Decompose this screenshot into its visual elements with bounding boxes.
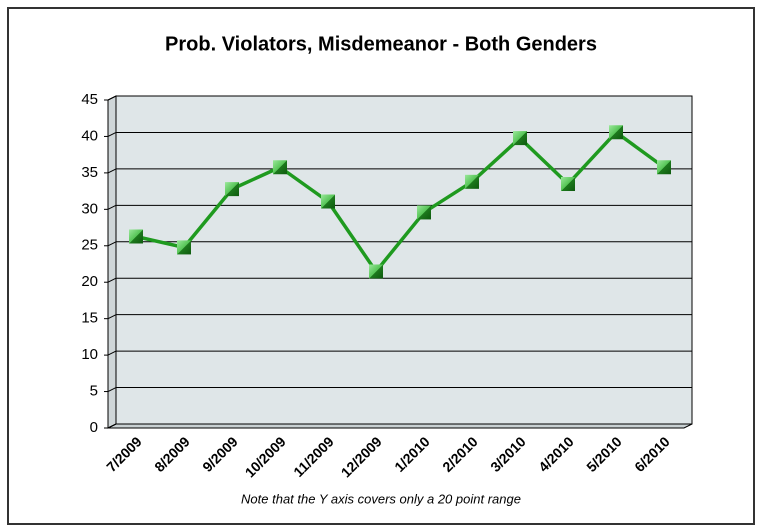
grid-line-side xyxy=(107,95,117,101)
y-tick-label: 10 xyxy=(81,346,98,363)
grid-line-side xyxy=(107,204,117,210)
marker xyxy=(369,264,383,279)
marker xyxy=(177,240,191,255)
plot-floor xyxy=(107,423,693,429)
y-tick-label: 0 xyxy=(90,419,98,436)
chart-title: Prob. Violators, Misdemeanor - Both Gend… xyxy=(165,33,597,55)
series-line xyxy=(135,130,666,274)
marker xyxy=(417,205,431,220)
marker xyxy=(321,194,335,209)
grid-line-side xyxy=(107,277,117,283)
y-tick-label: 20 xyxy=(81,273,98,290)
grid-line-side xyxy=(107,350,117,356)
grid-line-side xyxy=(107,168,117,174)
y-tick-label: 15 xyxy=(81,310,98,327)
y-tick-label: 35 xyxy=(81,164,98,181)
marker xyxy=(273,160,287,175)
grid-line-side xyxy=(107,314,117,320)
y-tick-label: 40 xyxy=(81,127,98,144)
note: Note that the Y axis covers only a 20 po… xyxy=(241,491,521,506)
grid-line-side xyxy=(107,241,117,247)
marker xyxy=(561,177,575,192)
marker xyxy=(129,229,143,244)
grid-line-side xyxy=(107,423,117,429)
grid-line-side xyxy=(107,131,117,137)
grid-line-side xyxy=(107,387,117,393)
y-tick-label: 5 xyxy=(90,383,98,400)
plot-back-wall xyxy=(115,95,693,425)
marker xyxy=(657,160,671,175)
marker xyxy=(609,125,623,140)
y-tick-label: 25 xyxy=(81,237,98,254)
plot-side-wall xyxy=(107,95,117,429)
y-tick-label: 30 xyxy=(81,200,98,217)
marker xyxy=(465,174,479,189)
marker xyxy=(225,182,239,197)
marker xyxy=(513,131,527,146)
y-tick-label: 45 xyxy=(81,91,98,108)
